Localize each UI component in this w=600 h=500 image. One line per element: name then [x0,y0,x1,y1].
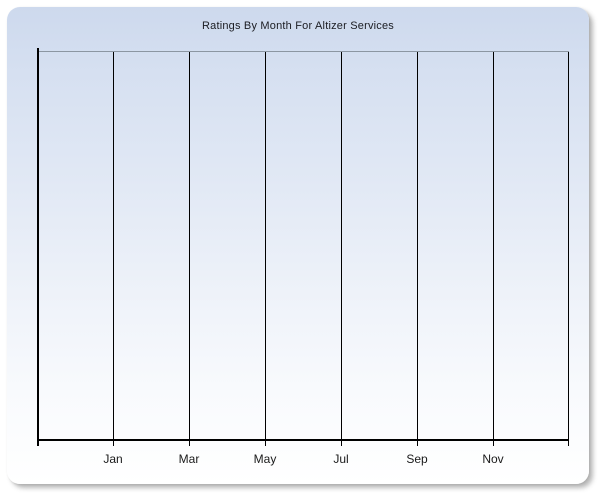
x-axis-tick-label: Jul [333,452,349,466]
vertical-gridline [493,52,494,446]
x-axis-tick-label: Nov [482,452,504,466]
x-axis-tick-label: Mar [178,452,200,466]
plot-right-border [568,52,569,446]
vertical-gridline [189,52,190,446]
vertical-gridline [341,52,342,446]
y-axis-line [37,48,39,446]
x-axis-line [37,439,569,441]
vertical-gridline [265,52,266,446]
chart-panel: Ratings By Month For Altizer Services Ja… [7,7,589,484]
x-axis-tick-label: Sep [406,452,428,466]
vertical-gridline [113,52,114,446]
plot-area [37,48,569,446]
vertical-gridline [417,52,418,446]
x-axis-tick-label: Jan [103,452,123,466]
x-axis-tick-label: May [253,452,277,466]
chart-title: Ratings By Month For Altizer Services [201,20,395,32]
